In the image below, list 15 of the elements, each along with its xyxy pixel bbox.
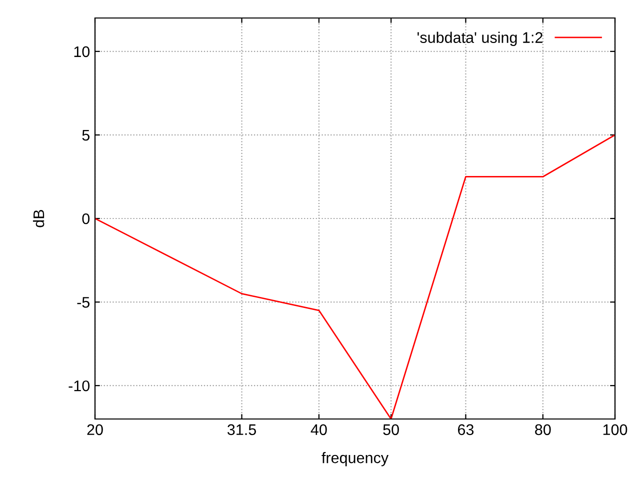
x-tick-label: 63	[458, 424, 474, 436]
y-tick-label: 0	[82, 213, 90, 224]
x-tick-label: 50	[383, 424, 399, 436]
y-tick-label: -10	[68, 380, 90, 392]
x-tick-label: 80	[535, 424, 551, 436]
x-axis-title: frequency	[322, 452, 389, 466]
y-tick-label: 10	[74, 46, 90, 58]
legend-label: 'subdata' using 1:2	[418, 32, 542, 46]
x-tick-label: 40	[310, 424, 327, 436]
x-tick-label: 31.5	[227, 424, 256, 436]
y-axis-title: dB	[32, 210, 44, 228]
x-tick-label: 20	[87, 424, 103, 436]
y-tick-label: 5	[82, 130, 90, 141]
y-tick-label: -5	[77, 297, 90, 308]
x-tick-label: 100	[603, 424, 628, 436]
